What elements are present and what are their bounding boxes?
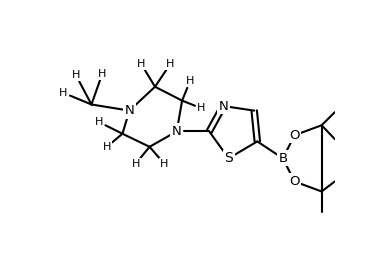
Text: O: O [289, 175, 300, 188]
Text: H: H [137, 59, 145, 69]
Text: H: H [160, 159, 169, 169]
Text: H: H [98, 69, 106, 79]
Text: H: H [60, 88, 68, 98]
Text: N: N [125, 104, 134, 117]
Text: H: H [166, 59, 175, 69]
Text: O: O [289, 129, 300, 142]
Text: H: H [103, 142, 111, 152]
Text: H: H [95, 117, 103, 127]
Text: S: S [224, 151, 233, 165]
Text: H: H [186, 76, 194, 86]
Text: H: H [72, 70, 80, 80]
Text: B: B [278, 152, 288, 165]
Text: N: N [218, 99, 228, 112]
Text: N: N [172, 125, 182, 138]
Text: H: H [197, 103, 206, 113]
Text: H: H [131, 159, 140, 169]
